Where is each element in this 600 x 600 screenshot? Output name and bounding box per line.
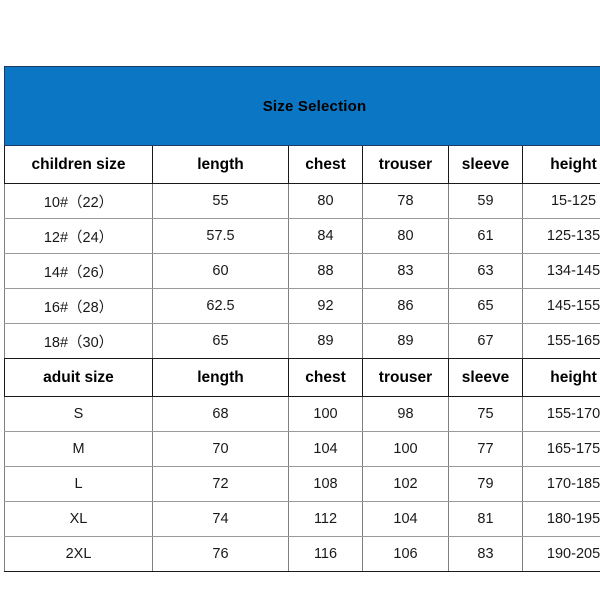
children-length-cell: 57.5 bbox=[152, 218, 289, 254]
children-size-cell: 18#（30） bbox=[4, 323, 153, 359]
table-row: 2XL 76 116 106 83 190-205 bbox=[4, 536, 600, 572]
children-trouser-cell: 89 bbox=[362, 323, 449, 359]
table-row: 10#（22） 55 80 78 59 15-125 bbox=[4, 183, 600, 219]
adult-sleeve-cell: 77 bbox=[448, 431, 523, 467]
adult-length-cell: 68 bbox=[152, 396, 289, 432]
children-chest-cell: 80 bbox=[288, 183, 363, 219]
size-selection-title: Size Selection bbox=[4, 66, 600, 146]
children-trouser-cell: 83 bbox=[362, 253, 449, 289]
children-size-column-header: children size bbox=[4, 145, 153, 184]
children-height-cell: 134-145 bbox=[521, 253, 600, 289]
chest-column-header: chest bbox=[288, 145, 363, 184]
children-height-cell: 125-135 bbox=[521, 218, 600, 254]
adult-length-cell: 72 bbox=[152, 466, 289, 502]
adult-size-header-row: aduit size length chest trouser sleeve height bbox=[4, 358, 600, 397]
adult-chest-cell: 108 bbox=[288, 466, 363, 502]
adult-size-cell: S bbox=[4, 396, 153, 432]
adult-sleeve-cell: 83 bbox=[448, 536, 523, 572]
adult-sleeve-cell: 81 bbox=[448, 501, 523, 537]
table-row: 18#（30） 65 89 89 67 155-165 bbox=[4, 323, 600, 359]
adult-height-cell: 170-185 bbox=[521, 466, 600, 502]
sleeve-column-header: sleeve bbox=[448, 358, 523, 397]
length-column-header: length bbox=[152, 358, 289, 397]
children-chest-cell: 84 bbox=[288, 218, 363, 254]
children-trouser-cell: 80 bbox=[362, 218, 449, 254]
height-column-header: height bbox=[521, 358, 600, 397]
adult-sleeve-cell: 79 bbox=[448, 466, 523, 502]
table-row: S 68 100 98 75 155-170 bbox=[4, 396, 600, 432]
children-sleeve-cell: 61 bbox=[448, 218, 523, 254]
table-row: XL 74 112 104 81 180-195 bbox=[4, 501, 600, 537]
adult-height-cell: 155-170 bbox=[521, 396, 600, 432]
children-size-cell: 10#（22） bbox=[4, 183, 153, 219]
children-length-cell: 62.5 bbox=[152, 288, 289, 324]
table-row: 16#（28） 62.5 92 86 65 145-155 bbox=[4, 288, 600, 324]
adult-chest-cell: 100 bbox=[288, 396, 363, 432]
adult-chest-cell: 112 bbox=[288, 501, 363, 537]
adult-size-cell: XL bbox=[4, 501, 153, 537]
sleeve-column-header: sleeve bbox=[448, 145, 523, 184]
children-chest-cell: 88 bbox=[288, 253, 363, 289]
chest-column-header: chest bbox=[288, 358, 363, 397]
size-table-body: Size Selection children size length chest tr… bbox=[4, 66, 600, 572]
adult-trouser-cell: 98 bbox=[362, 396, 449, 432]
adult-trouser-cell: 102 bbox=[362, 466, 449, 502]
children-size-cell: 12#（24） bbox=[4, 218, 153, 254]
adult-chest-cell: 116 bbox=[288, 536, 363, 572]
children-length-cell: 55 bbox=[152, 183, 289, 219]
adult-size-cell: L bbox=[4, 466, 153, 502]
adult-length-cell: 74 bbox=[152, 501, 289, 537]
adult-trouser-cell: 106 bbox=[362, 536, 449, 572]
children-size-cell: 16#（28） bbox=[4, 288, 153, 324]
adult-height-cell: 165-175 bbox=[521, 431, 600, 467]
table-title-row: Size Selection bbox=[4, 66, 600, 146]
size-table-container: Size Selection children size length chest tr… bbox=[4, 66, 600, 572]
table-row: M 70 104 100 77 165-175 bbox=[4, 431, 600, 467]
children-trouser-cell: 78 bbox=[362, 183, 449, 219]
children-length-cell: 60 bbox=[152, 253, 289, 289]
adult-length-cell: 70 bbox=[152, 431, 289, 467]
height-column-header: height bbox=[521, 145, 600, 184]
children-sleeve-cell: 59 bbox=[448, 183, 523, 219]
children-height-cell: 15-125 bbox=[521, 183, 600, 219]
trouser-column-header: trouser bbox=[362, 145, 449, 184]
adult-length-cell: 76 bbox=[152, 536, 289, 572]
children-trouser-cell: 86 bbox=[362, 288, 449, 324]
children-size-header-row: children size length chest trouser sleeve hei… bbox=[4, 145, 600, 184]
children-size-cell: 14#（26） bbox=[4, 253, 153, 289]
size-selection-table: Size Selection children size length chest tr… bbox=[4, 66, 600, 572]
adult-chest-cell: 104 bbox=[288, 431, 363, 467]
adult-trouser-cell: 100 bbox=[362, 431, 449, 467]
table-row: 14#（26） 60 88 83 63 134-145 bbox=[4, 253, 600, 289]
children-sleeve-cell: 63 bbox=[448, 253, 523, 289]
children-chest-cell: 89 bbox=[288, 323, 363, 359]
adult-height-cell: 190-205 bbox=[521, 536, 600, 572]
trouser-column-header: trouser bbox=[362, 358, 449, 397]
adult-height-cell: 180-195 bbox=[521, 501, 600, 537]
adult-trouser-cell: 104 bbox=[362, 501, 449, 537]
length-column-header: length bbox=[152, 145, 289, 184]
children-sleeve-cell: 67 bbox=[448, 323, 523, 359]
adult-sleeve-cell: 75 bbox=[448, 396, 523, 432]
children-height-cell: 155-165 bbox=[521, 323, 600, 359]
adult-size-column-header: aduit size bbox=[4, 358, 153, 397]
adult-size-cell: 2XL bbox=[4, 536, 153, 572]
children-length-cell: 65 bbox=[152, 323, 289, 359]
children-sleeve-cell: 65 bbox=[448, 288, 523, 324]
children-height-cell: 145-155 bbox=[521, 288, 600, 324]
table-row: L 72 108 102 79 170-185 bbox=[4, 466, 600, 502]
children-chest-cell: 92 bbox=[288, 288, 363, 324]
table-row: 12#（24） 57.5 84 80 61 125-135 bbox=[4, 218, 600, 254]
adult-size-cell: M bbox=[4, 431, 153, 467]
